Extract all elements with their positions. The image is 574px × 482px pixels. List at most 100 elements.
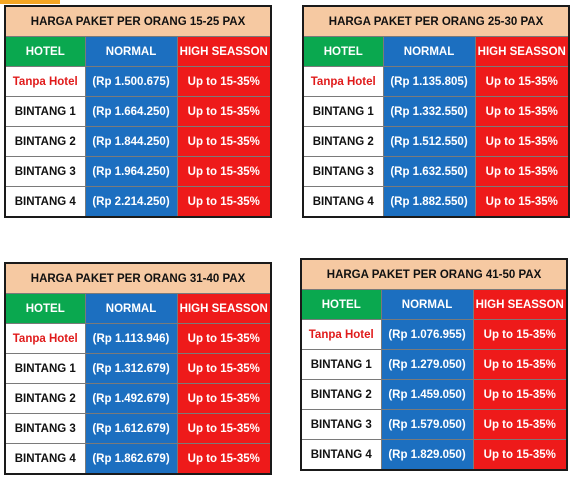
price-table-41-50-pax: HARGA PAKET PER ORANG 41-50 PAX HOTEL NO… [300, 258, 569, 471]
hotel-cell: BINTANG 4 [4, 443, 86, 475]
column-header-high-season: HIGH SEASSON [176, 293, 272, 324]
table-row: BINTANG 2 (Rp 1.459.050) Up to 15-35% [300, 379, 568, 410]
high-season-cell: Up to 15-35% [472, 379, 568, 410]
column-header-hotel: HOTEL [4, 293, 86, 324]
hotel-cell: Tanpa Hotel [300, 319, 382, 350]
table-row: BINTANG 1 (Rp 1.664.250) Up to 15-35% [4, 96, 272, 127]
hotel-cell: BINTANG 1 [302, 96, 384, 127]
hotel-cell: BINTANG 2 [300, 379, 382, 410]
table-row: BINTANG 3 (Rp 1.964.250) Up to 15-35% [4, 156, 272, 187]
table-row: BINTANG 1 (Rp 1.332.550) Up to 15-35% [302, 96, 570, 127]
table-row: Tanpa Hotel (Rp 1.500.675) Up to 15-35% [4, 66, 272, 97]
hotel-cell: BINTANG 1 [4, 96, 86, 127]
column-header-normal: NORMAL [382, 36, 476, 67]
table-row: BINTANG 2 (Rp 1.844.250) Up to 15-35% [4, 126, 272, 157]
table-row: BINTANG 1 (Rp 1.279.050) Up to 15-35% [300, 349, 568, 380]
high-season-cell: Up to 15-35% [176, 156, 272, 187]
normal-price-cell: (Rp 1.312.679) [84, 353, 178, 384]
header-row: HOTEL NORMAL HIGH SEASSON [4, 36, 272, 67]
high-season-cell: Up to 15-35% [474, 66, 570, 97]
table-row: BINTANG 3 (Rp 1.632.550) Up to 15-35% [302, 156, 570, 187]
high-season-cell: Up to 15-35% [472, 439, 568, 471]
price-table-15-25-pax: HARGA PAKET PER ORANG 15-25 PAX HOTEL NO… [4, 5, 273, 218]
normal-price-cell: (Rp 1.113.946) [84, 323, 178, 354]
normal-price-cell: (Rp 1.829.050) [380, 439, 474, 471]
column-header-hotel: HOTEL [302, 36, 384, 67]
high-season-cell: Up to 15-35% [176, 443, 272, 475]
hotel-cell: Tanpa Hotel [302, 66, 384, 97]
table-row: BINTANG 2 (Rp 1.492.679) Up to 15-35% [4, 383, 272, 414]
table-row: BINTANG 4 (Rp 1.882.550) Up to 15-35% [302, 186, 570, 218]
table-row: Tanpa Hotel (Rp 1.135.805) Up to 15-35% [302, 66, 570, 97]
high-season-cell: Up to 15-35% [474, 96, 570, 127]
table-row: Tanpa Hotel (Rp 1.076.955) Up to 15-35% [300, 319, 568, 350]
price-table-31-40-pax: HARGA PAKET PER ORANG 31-40 PAX HOTEL NO… [4, 262, 273, 475]
normal-price-cell: (Rp 1.492.679) [84, 383, 178, 414]
high-season-cell: Up to 15-35% [474, 156, 570, 187]
hotel-cell: Tanpa Hotel [4, 323, 86, 354]
header-row: HOTEL NORMAL HIGH SEASSON [300, 289, 568, 320]
table-title: HARGA PAKET PER ORANG 31-40 PAX [4, 262, 272, 294]
hotel-cell: Tanpa Hotel [4, 66, 86, 97]
table-row: BINTANG 1 (Rp 1.312.679) Up to 15-35% [4, 353, 272, 384]
column-header-hotel: HOTEL [300, 289, 382, 320]
normal-price-cell: (Rp 1.964.250) [84, 156, 178, 187]
table-row: BINTANG 3 (Rp 1.579.050) Up to 15-35% [300, 409, 568, 440]
high-season-cell: Up to 15-35% [176, 353, 272, 384]
hotel-cell: BINTANG 2 [302, 126, 384, 157]
normal-price-cell: (Rp 1.862.679) [84, 443, 178, 475]
column-header-high-season: HIGH SEASSON [472, 289, 568, 320]
hotel-cell: BINTANG 2 [4, 383, 86, 414]
high-season-cell: Up to 15-35% [176, 66, 272, 97]
header-row: HOTEL NORMAL HIGH SEASSON [302, 36, 570, 67]
high-season-cell: Up to 15-35% [176, 323, 272, 354]
normal-price-cell: (Rp 1.279.050) [380, 349, 474, 380]
high-season-cell: Up to 15-35% [176, 383, 272, 414]
hotel-cell: BINTANG 4 [300, 439, 382, 471]
column-header-high-season: HIGH SEASSON [474, 36, 570, 67]
normal-price-cell: (Rp 1.612.679) [84, 413, 178, 444]
high-season-cell: Up to 15-35% [176, 186, 272, 218]
high-season-cell: Up to 15-35% [176, 126, 272, 157]
corner-accent [0, 0, 60, 4]
normal-price-cell: (Rp 1.512.550) [382, 126, 476, 157]
hotel-cell: BINTANG 3 [302, 156, 384, 187]
table-row: BINTANG 3 (Rp 1.612.679) Up to 15-35% [4, 413, 272, 444]
column-header-normal: NORMAL [84, 293, 178, 324]
table-row: BINTANG 4 (Rp 2.214.250) Up to 15-35% [4, 186, 272, 218]
high-season-cell: Up to 15-35% [472, 319, 568, 350]
normal-price-cell: (Rp 1.459.050) [380, 379, 474, 410]
table-row: Tanpa Hotel (Rp 1.113.946) Up to 15-35% [4, 323, 272, 354]
price-table-25-30-pax: HARGA PAKET PER ORANG 25-30 PAX HOTEL NO… [302, 5, 571, 218]
hotel-cell: BINTANG 4 [4, 186, 86, 218]
table-title: HARGA PAKET PER ORANG 25-30 PAX [302, 5, 570, 37]
normal-price-cell: (Rp 1.135.805) [382, 66, 476, 97]
table-title: HARGA PAKET PER ORANG 15-25 PAX [4, 5, 272, 37]
normal-price-cell: (Rp 1.664.250) [84, 96, 178, 127]
column-header-normal: NORMAL [380, 289, 474, 320]
high-season-cell: Up to 15-35% [474, 126, 570, 157]
high-season-cell: Up to 15-35% [474, 186, 570, 218]
normal-price-cell: (Rp 1.076.955) [380, 319, 474, 350]
high-season-cell: Up to 15-35% [176, 96, 272, 127]
normal-price-cell: (Rp 1.500.675) [84, 66, 178, 97]
table-row: BINTANG 4 (Rp 1.829.050) Up to 15-35% [300, 439, 568, 471]
header-row: HOTEL NORMAL HIGH SEASSON [4, 293, 272, 324]
hotel-cell: BINTANG 3 [300, 409, 382, 440]
high-season-cell: Up to 15-35% [176, 413, 272, 444]
hotel-cell: BINTANG 1 [4, 353, 86, 384]
normal-price-cell: (Rp 1.882.550) [382, 186, 476, 218]
hotel-cell: BINTANG 4 [302, 186, 384, 218]
normal-price-cell: (Rp 1.332.550) [382, 96, 476, 127]
high-season-cell: Up to 15-35% [472, 349, 568, 380]
normal-price-cell: (Rp 1.844.250) [84, 126, 178, 157]
normal-price-cell: (Rp 2.214.250) [84, 186, 178, 218]
normal-price-cell: (Rp 1.632.550) [382, 156, 476, 187]
table-row: BINTANG 2 (Rp 1.512.550) Up to 15-35% [302, 126, 570, 157]
hotel-cell: BINTANG 3 [4, 413, 86, 444]
column-header-high-season: HIGH SEASSON [176, 36, 272, 67]
normal-price-cell: (Rp 1.579.050) [380, 409, 474, 440]
column-header-hotel: HOTEL [4, 36, 86, 67]
hotel-cell: BINTANG 2 [4, 126, 86, 157]
hotel-cell: BINTANG 1 [300, 349, 382, 380]
